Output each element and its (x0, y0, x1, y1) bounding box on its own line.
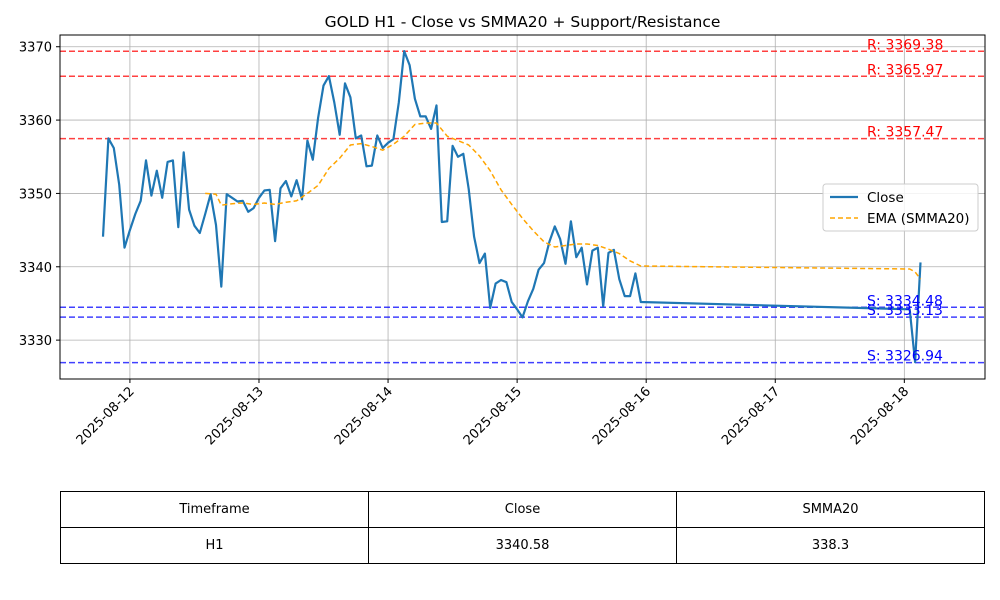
plot-frame (59, 34, 986, 380)
legend-box (822, 183, 979, 232)
support-level-label: S: 3326.94 (867, 349, 943, 365)
table-header-cell: SMMA20 (676, 491, 985, 528)
close-series-line (101, 49, 922, 364)
chart-svg: R: 3369.38 R: 3365.97 R: 3357.47 S: 3334.48… (19, 13, 986, 448)
table-cell: H1 (60, 527, 369, 564)
x-tick-label: 2025-08-14 (332, 384, 396, 448)
y-tick-label: 3370 (19, 41, 52, 56)
x-tick-label: 2025-08-15 (461, 384, 525, 448)
support-level-label: S: 3334.48 (867, 293, 943, 309)
y-tick-label: 3350 (19, 187, 52, 202)
table-row: H1 3340.58 338.3 (60, 527, 985, 564)
support-level-label: S: 3333.13 (867, 303, 943, 319)
x-tick-label: 2025-08-18 (848, 384, 912, 448)
summary-table: Timeframe Close SMMA20 H1 3340.58 338.3 (60, 491, 985, 564)
table-cell: 338.3 (676, 527, 985, 564)
y-tick-label: 3330 (19, 334, 52, 349)
x-tick-label: 2025-08-17 (719, 384, 783, 448)
x-tick-label: 2025-08-12 (74, 384, 138, 448)
table-header-cell: Timeframe (60, 491, 369, 528)
chart-title: GOLD H1 - Close vs SMMA20 + Support/Resi… (325, 13, 721, 31)
legend-label: EMA (SMMA20) (867, 211, 970, 227)
legend-label: Close (867, 190, 904, 206)
y-tick-label: 3360 (19, 114, 52, 129)
resistance-level-label: R: 3369.38 (867, 37, 943, 53)
table-cell: 3340.58 (368, 527, 677, 564)
table-header-cell: Close (368, 491, 677, 528)
x-tick-label: 2025-08-13 (203, 384, 267, 448)
y-tick-label: 3340 (19, 261, 52, 276)
resistance-level-label: R: 3365.97 (867, 62, 943, 78)
table-header-row: Timeframe Close SMMA20 (60, 491, 985, 528)
resistance-level-label: R: 3357.47 (867, 125, 943, 141)
smma20-series-line (205, 122, 922, 280)
x-tick-label: 2025-08-16 (590, 384, 654, 448)
